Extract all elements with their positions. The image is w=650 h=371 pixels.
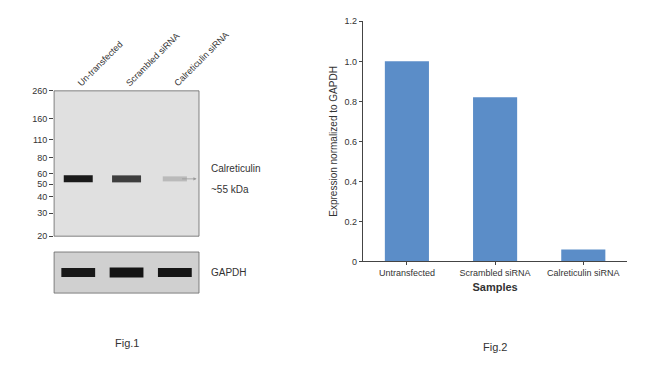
svg-text:Untransfected: Untransfected [379,268,435,278]
svg-text:Fig.2: Fig.2 [483,341,507,353]
svg-text:Fig.1: Fig.1 [115,337,139,349]
svg-text:Scrambled siRNA: Scrambled siRNA [460,268,531,278]
svg-text:Samples: Samples [472,281,517,293]
svg-text:0.2: 0.2 [344,217,357,227]
svg-text:~55 kDa: ~55 kDa [211,184,249,195]
svg-text:260: 260 [32,86,47,96]
svg-text:Calreticulin siRNA: Calreticulin siRNA [547,268,620,278]
svg-text:Scrambled siRNA: Scrambled siRNA [124,31,181,88]
svg-text:60: 60 [37,169,47,179]
svg-text:30: 30 [37,208,47,218]
svg-text:Expression normalized to GAPDH: Expression normalized to GAPDH [328,66,339,217]
svg-text:20: 20 [37,231,47,241]
svg-text:Calreticulin: Calreticulin [211,163,260,174]
svg-text:110: 110 [33,135,47,145]
svg-text:40: 40 [37,192,47,202]
svg-text:Un-transfected: Un-transfected [76,39,125,88]
svg-text:GAPDH: GAPDH [211,267,247,278]
svg-text:0.6: 0.6 [344,137,357,147]
svg-text:1.0: 1.0 [344,57,357,67]
svg-text:0.8: 0.8 [344,97,357,107]
svg-text:80: 80 [37,153,47,163]
svg-text:0: 0 [352,257,357,267]
svg-text:160: 160 [32,114,47,124]
svg-text:1.2: 1.2 [344,16,357,26]
svg-text:Calreticulin siRNA: Calreticulin siRNA [172,30,230,88]
svg-text:50: 50 [37,179,47,189]
svg-text:0.4: 0.4 [344,177,357,187]
